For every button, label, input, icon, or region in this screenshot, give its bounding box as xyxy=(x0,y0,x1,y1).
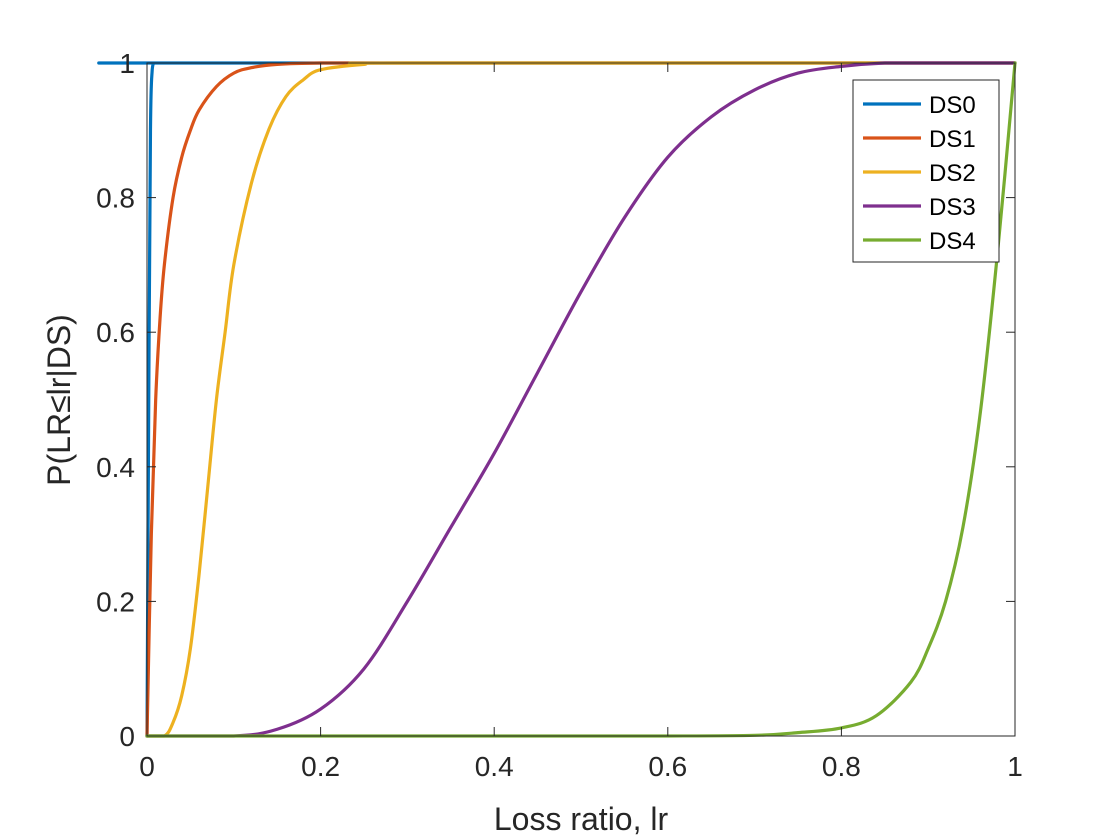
y-tick-label: 0.6 xyxy=(96,317,135,348)
x-tick-label: 0.6 xyxy=(648,751,687,782)
plot-area-frame xyxy=(146,62,1016,737)
axis-ticks: 0 0.2 0.4 0.6 0.8 1 0 0.2 0.4 0.6 0.8 1 xyxy=(96,48,1023,782)
legend-label: DS1 xyxy=(929,126,976,153)
y-tick-label: 0.8 xyxy=(96,183,135,214)
x-tick-label: 0.2 xyxy=(301,751,340,782)
y-tick-label: 0 xyxy=(119,721,135,752)
y-axis-label: P(LR≤lr|DS) xyxy=(41,314,77,486)
x-tick-label: 0 xyxy=(139,751,155,782)
x-tick-label: 0.8 xyxy=(822,751,861,782)
legend-label: DS3 xyxy=(929,194,976,221)
x-axis-label: Loss ratio, lr xyxy=(494,801,669,837)
legend-label: DS4 xyxy=(929,228,976,255)
legend-label: DS2 xyxy=(929,160,976,187)
legend: DS0 DS1 DS2 DS3 DS4 xyxy=(852,79,1000,263)
x-tick-label: 0.4 xyxy=(475,751,514,782)
legend-label: DS0 xyxy=(929,92,976,119)
y-tick-label: 0.4 xyxy=(96,452,135,483)
x-tick-label: 1 xyxy=(1007,751,1023,782)
y-tick-label: 0.2 xyxy=(96,586,135,617)
y-tick-label: 1 xyxy=(119,48,135,79)
